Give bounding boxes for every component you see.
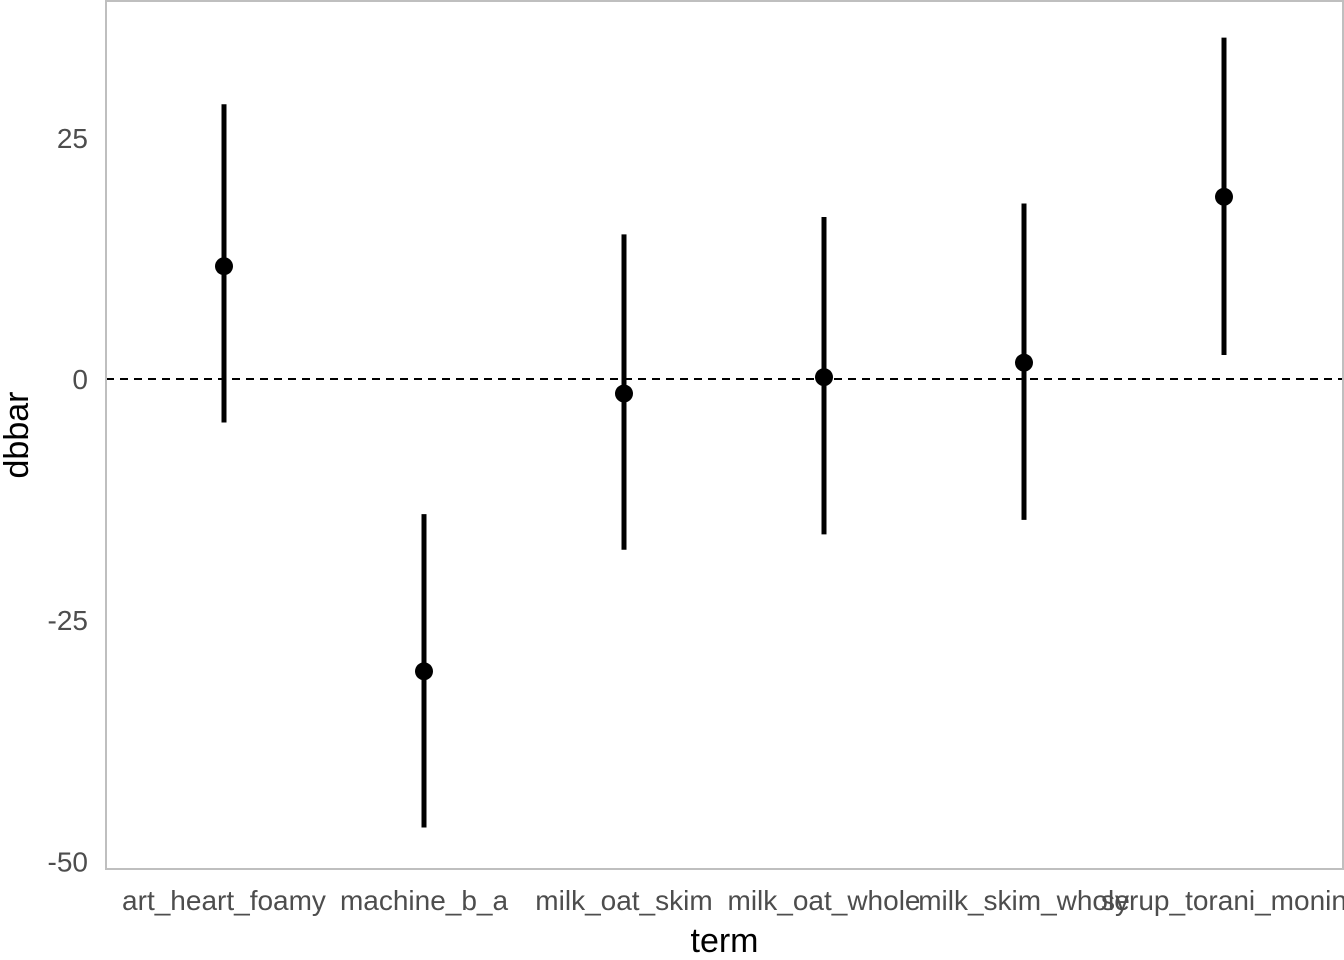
point-milk_oat_skim xyxy=(615,384,633,403)
x-tick-label: syrup_torani_monin xyxy=(1101,885,1344,916)
plot-panel-border xyxy=(105,0,1344,870)
x-tick-label: machine_b_a xyxy=(340,885,509,916)
x-tick-label: art_heart_foamy xyxy=(122,885,326,916)
point-art_heart_foamy xyxy=(215,257,233,276)
chart-marks xyxy=(106,37,1343,828)
point-milk_oat_whole xyxy=(815,368,833,387)
point-milk_skim_whole xyxy=(1015,353,1033,372)
y-axis-title: dbbar xyxy=(0,392,36,479)
x-axis-title: term xyxy=(691,922,759,960)
x-tick-label: milk_skim_whole xyxy=(918,885,1130,916)
y-tick-label: -25 xyxy=(48,605,88,636)
x-tick-label: milk_oat_whole xyxy=(728,885,921,916)
y-axis-ticks: 25 0 -25 -50 xyxy=(48,123,88,877)
x-tick-label: milk_oat_skim xyxy=(535,885,712,916)
point-syrup_torani_monin xyxy=(1215,187,1233,206)
point-machine_b_a xyxy=(415,662,433,681)
x-axis-ticks: art_heart_foamy machine_b_a milk_oat_skim m… xyxy=(122,885,1344,916)
y-tick-label: 25 xyxy=(57,123,88,154)
y-tick-label: -50 xyxy=(48,846,88,877)
y-tick-label: 0 xyxy=(72,364,88,395)
